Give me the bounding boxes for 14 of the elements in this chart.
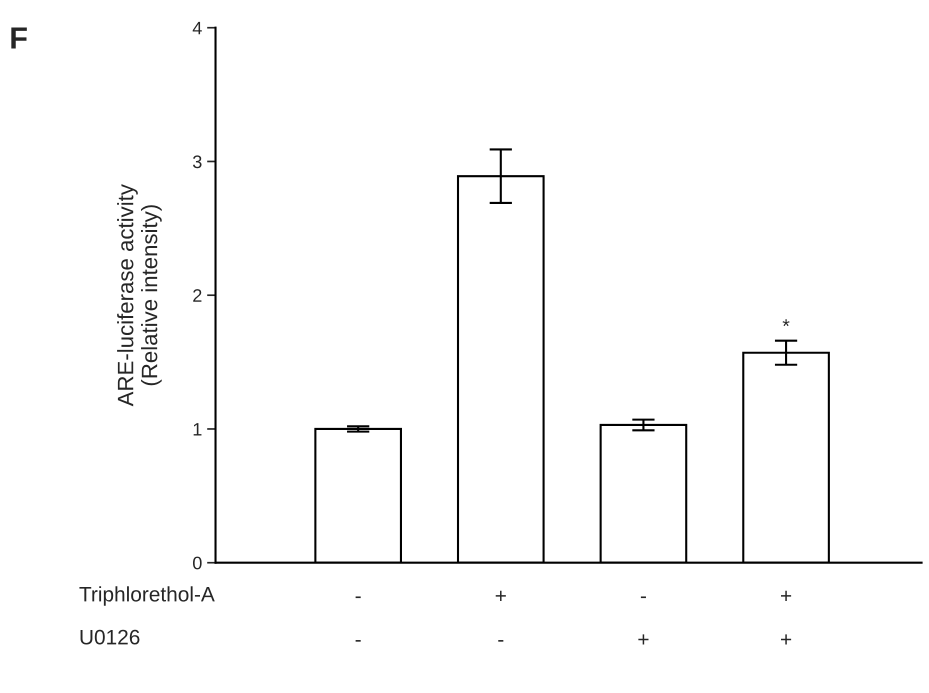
y-tick-label: 3 [192, 155, 202, 168]
text: U0126 [80, 630, 140, 645]
y-tick-label: 1 [194, 423, 202, 436]
category-label: + - [496, 590, 506, 642]
category-label: - - [356, 596, 361, 642]
y-tick-label: 4 [192, 22, 202, 34]
y-axis-title: ARE-luciferase activity (Relative intensity) [117, 184, 162, 406]
category-label: - + [638, 596, 648, 645]
text: F [11, 27, 27, 49]
annotation: * [782, 319, 790, 326]
y-tick-label: 2 [193, 289, 202, 302]
text: Triphlorethol-A [79, 586, 215, 606]
y-tick-label: 0 [193, 556, 202, 570]
category-label: + + [781, 590, 792, 645]
